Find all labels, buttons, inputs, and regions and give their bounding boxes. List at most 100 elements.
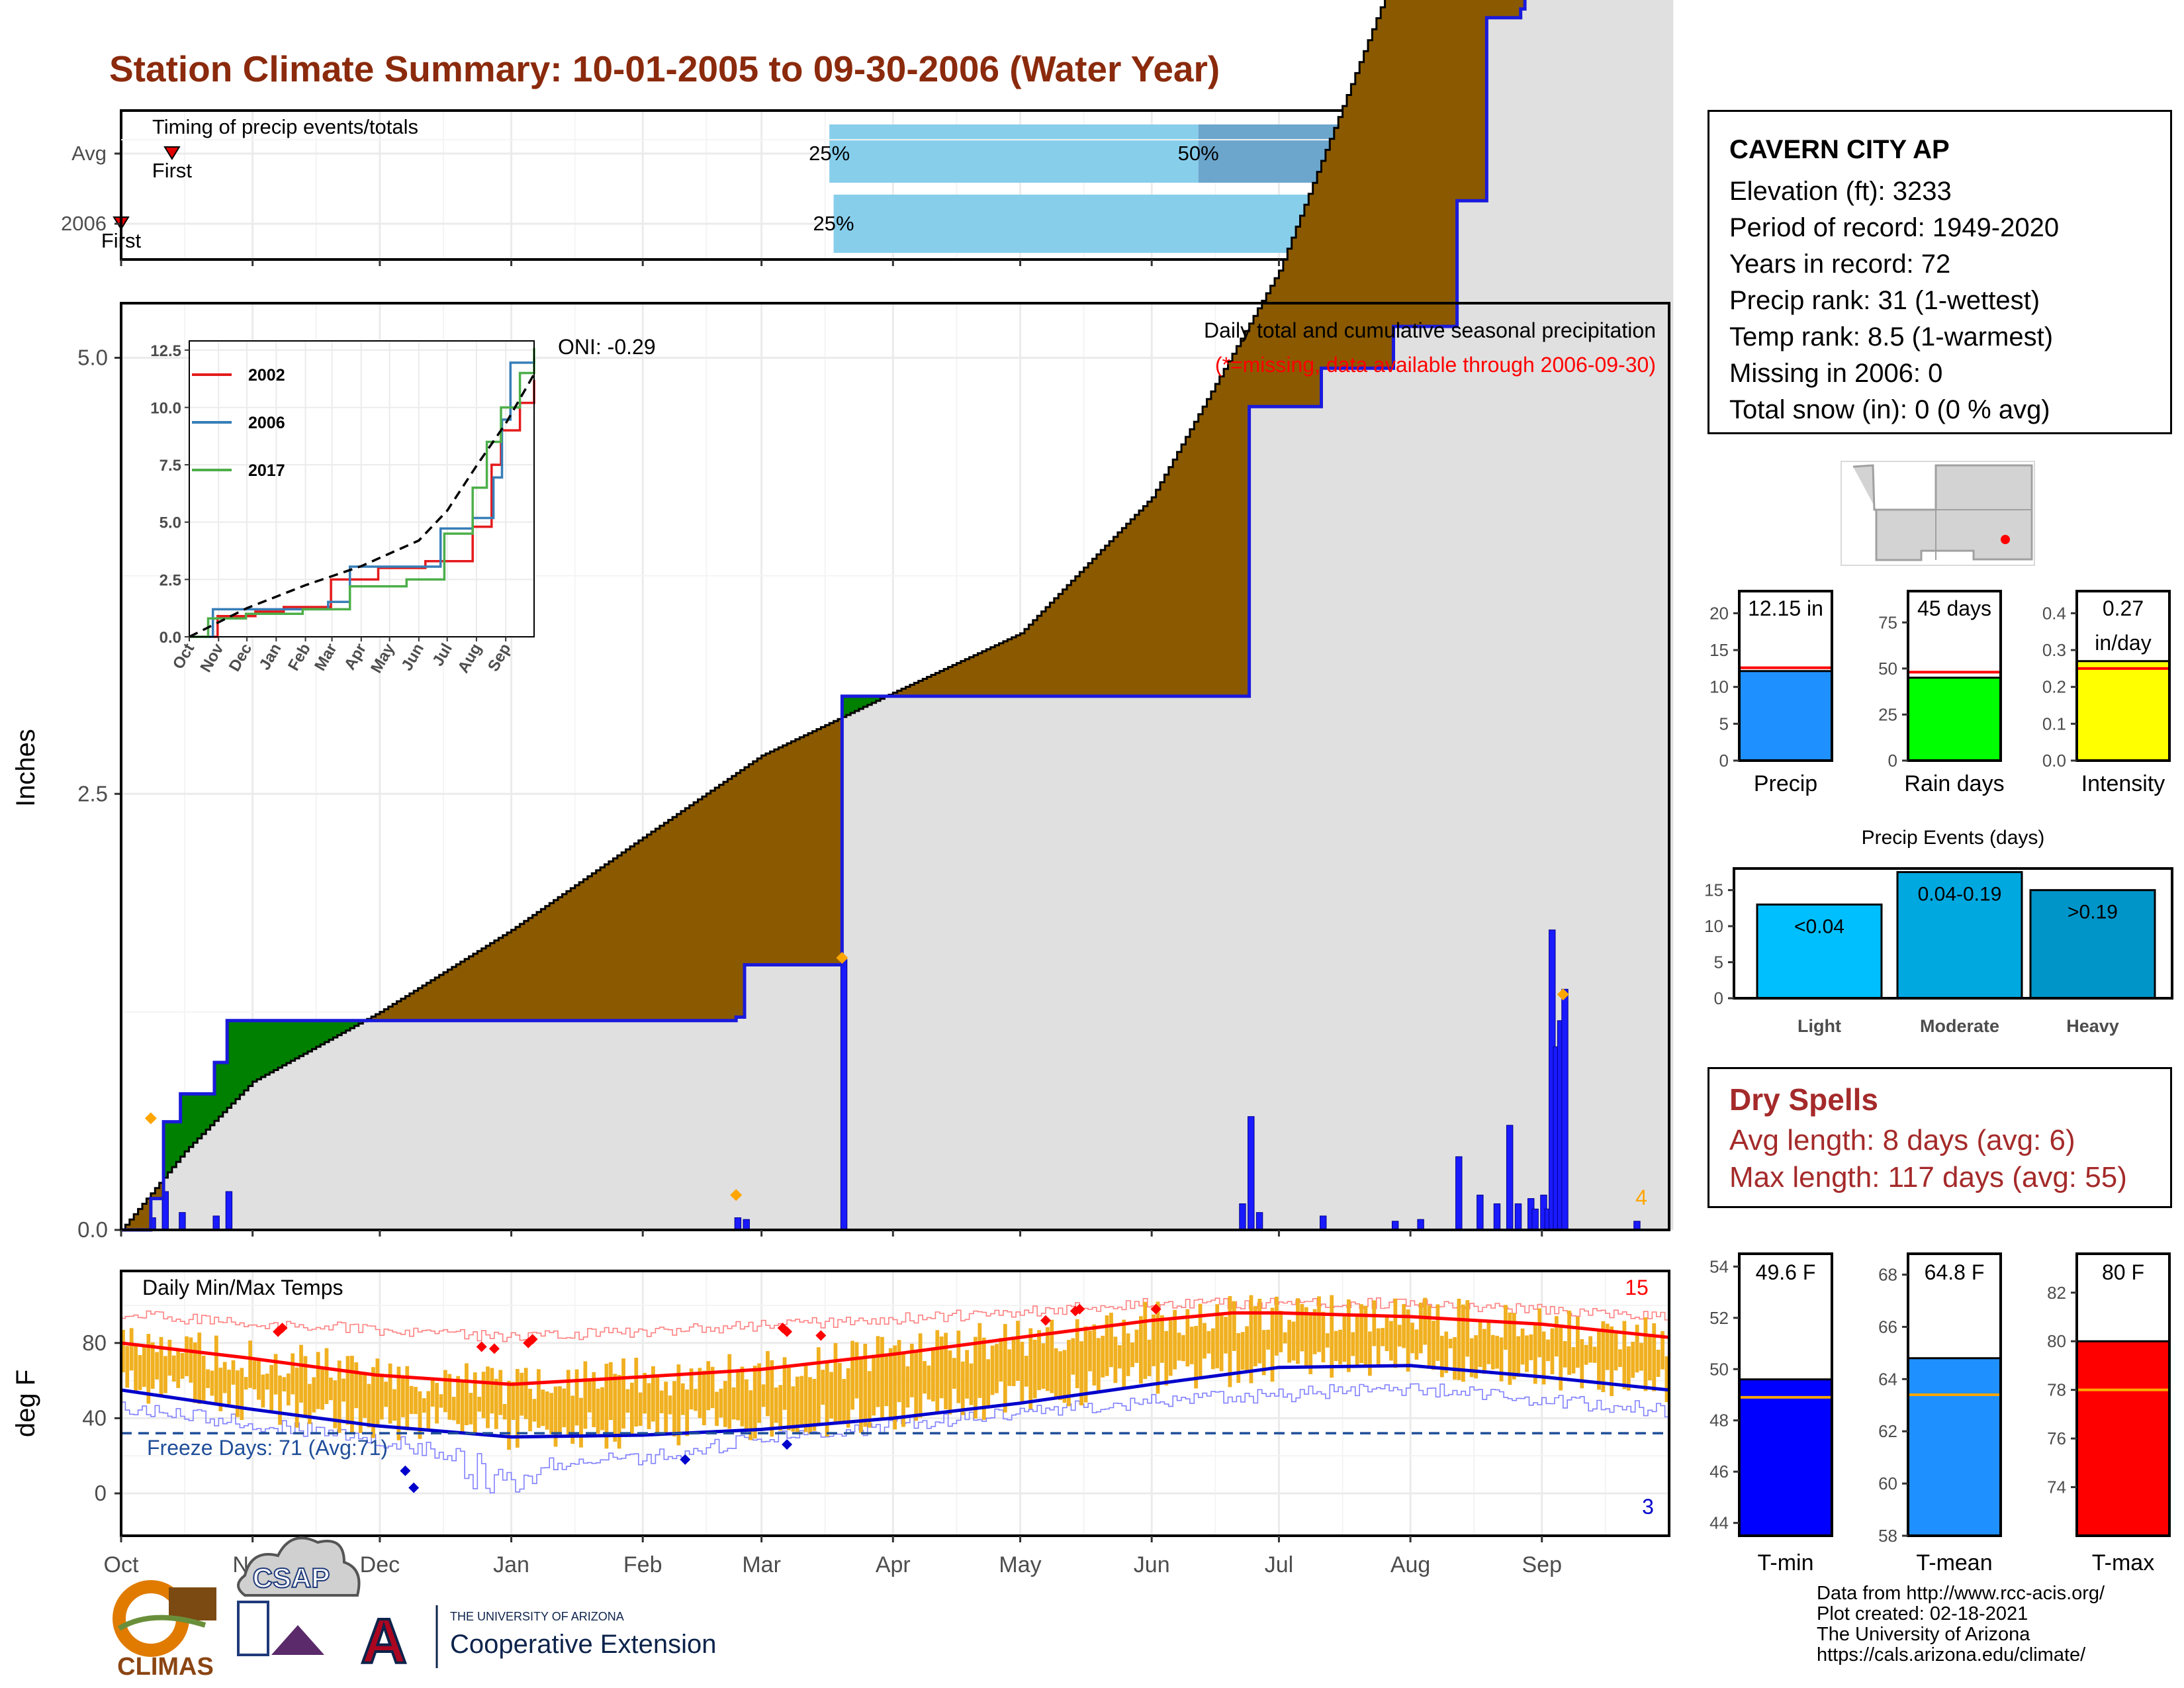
event-marker — [836, 951, 848, 964]
daily-temp-bar — [176, 1348, 181, 1388]
deficit-segment — [1168, 467, 1173, 696]
daily-temp-bar — [727, 1354, 732, 1429]
surplus-segment — [206, 1094, 211, 1130]
daily-temp-bar — [1610, 1326, 1614, 1397]
record-low-marker — [408, 1482, 420, 1493]
deficit-segment — [1482, 0, 1488, 201]
daily-temp-bar — [745, 1379, 749, 1429]
surplus-segment — [257, 1020, 262, 1080]
daily-temp-bar — [833, 1342, 838, 1425]
temps-y-tick-label: 40 — [82, 1405, 107, 1430]
deficit-segment — [435, 977, 440, 1021]
deficit-segment — [1448, 0, 1453, 327]
deficit-segment — [1453, 0, 1458, 327]
station-period: Period of record: 1949-2020 — [1729, 213, 2060, 242]
temp-summary-y-tick-label: 80 — [2047, 1331, 2066, 1351]
ua-logo-big-text: Cooperative Extension — [450, 1630, 716, 1659]
daily-temp-bar — [1130, 1342, 1134, 1368]
temp-summary-y-tick-label: 68 — [1878, 1265, 1897, 1285]
deficit-segment — [1474, 0, 1479, 201]
events-y-tick-label: 15 — [1704, 880, 1723, 900]
daily-temp-bar — [511, 1382, 516, 1420]
deficit-segment — [473, 953, 478, 1021]
daily-temp-bar — [1567, 1310, 1571, 1375]
daily-temp-bar — [837, 1362, 842, 1425]
daily-temp-bar — [414, 1387, 418, 1415]
events-panel: Precip Events (days) <0.04 Light 0.04-0.19 M… — [1704, 827, 2173, 1036]
deficit-segment — [745, 767, 750, 965]
daily-temp-bar — [1245, 1326, 1249, 1372]
daily-temp-bar — [523, 1368, 528, 1419]
deficit-segment — [596, 870, 601, 1021]
daily-temp-bar — [1266, 1329, 1270, 1350]
deficit-segment — [1240, 338, 1246, 696]
daily-temp-bar — [388, 1363, 392, 1424]
deficit-segment — [986, 649, 991, 696]
daily-temp-bar — [812, 1379, 817, 1431]
daily-temp-bar — [1418, 1302, 1423, 1354]
deficit-segment — [799, 737, 805, 965]
daily-precip-bar — [1320, 1215, 1327, 1231]
deficit-segment — [1181, 444, 1187, 696]
daily-temp-bar — [825, 1362, 829, 1437]
daily-temp-bar — [1105, 1315, 1109, 1376]
month-tick-label: Jun — [1134, 1552, 1170, 1577]
deficit-segment — [574, 885, 580, 1021]
daily-temp-bar — [872, 1354, 876, 1416]
deficit-segment — [629, 846, 635, 1021]
daily-temp-bar — [1448, 1338, 1453, 1348]
daily-temp-bar — [1016, 1321, 1020, 1382]
deficit-segment — [1439, 0, 1445, 327]
credit-plot-created: Plot created: 02-18-2021 — [1817, 1603, 2028, 1624]
daily-temp-bar — [477, 1397, 482, 1412]
deficit-segment — [1037, 616, 1042, 696]
deficit-segment — [710, 790, 715, 1021]
daily-temp-bar — [537, 1369, 541, 1428]
deficit-segment — [1427, 0, 1432, 327]
record-high-marker — [277, 1323, 288, 1334]
deficit-segment — [960, 661, 966, 696]
temps-title: Daily Min/Max Temps — [142, 1276, 343, 1299]
daily-temp-bar — [1541, 1331, 1546, 1385]
daily-temp-bar — [888, 1348, 893, 1419]
deficit-segment — [1389, 0, 1394, 369]
temp-summary-y-tick-label: 58 — [1878, 1526, 1897, 1546]
deficit-segment — [1363, 51, 1369, 369]
deficit-segment — [566, 891, 571, 1021]
daily-temp-bar — [859, 1356, 863, 1433]
deficit-segment — [1092, 559, 1097, 696]
daily-precip-bar — [1531, 1208, 1539, 1231]
deficit-segment — [1045, 607, 1050, 696]
temp-summary-category-label: T-mean — [1916, 1550, 1992, 1575]
daily-temp-bar — [1351, 1332, 1355, 1356]
deficit-segment — [1245, 331, 1250, 696]
deficit-segment — [905, 686, 911, 696]
deficit-segment — [1071, 581, 1076, 696]
daily-temp-bar — [329, 1378, 333, 1401]
deficit-segment — [477, 951, 482, 1021]
deficit-segment — [1308, 193, 1314, 407]
daily-temp-bar — [134, 1343, 138, 1393]
surplus-segment — [185, 1094, 190, 1152]
daily-temp-bar — [1444, 1331, 1449, 1374]
daily-temp-bar — [1058, 1351, 1062, 1401]
daily-temp-bar — [1457, 1298, 1461, 1380]
daily-temp-bar — [1096, 1338, 1101, 1391]
surplus-segment — [307, 1020, 312, 1052]
daily-temp-bar — [303, 1356, 308, 1417]
deficit-segment — [1058, 594, 1064, 696]
surplus-segment — [218, 1062, 224, 1117]
temp-summary-value-text: 80 F — [2102, 1260, 2144, 1284]
events-bar — [1896, 870, 2023, 1000]
deficit-segment — [159, 1182, 164, 1199]
surplus-segment — [248, 1020, 253, 1086]
deficit-segment — [1368, 40, 1373, 369]
record-high-marker — [1040, 1315, 1051, 1326]
deficit-segment — [638, 840, 643, 1021]
daily-temp-bar — [1152, 1314, 1156, 1366]
deficit-segment — [1075, 576, 1080, 696]
deficit-segment — [974, 655, 979, 696]
events-bar-text: >0.19 — [2068, 902, 2118, 923]
deficit-segment — [647, 834, 652, 1021]
daily-temp-bar — [655, 1375, 660, 1436]
